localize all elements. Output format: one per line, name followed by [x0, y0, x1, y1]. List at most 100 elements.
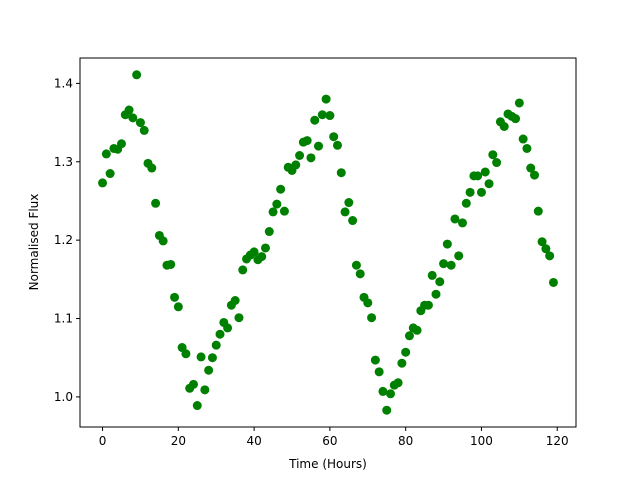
data-point — [351, 260, 361, 270]
plot-frame — [79, 57, 577, 428]
data-point — [101, 149, 111, 159]
data-point — [427, 270, 437, 280]
data-point — [412, 325, 422, 335]
data-point — [518, 134, 528, 144]
data-point — [147, 163, 157, 173]
data-point — [321, 94, 331, 104]
data-point — [370, 355, 380, 365]
data-point — [238, 265, 248, 275]
data-point — [401, 347, 411, 357]
data-point — [151, 198, 161, 208]
data-point — [207, 353, 217, 363]
x-tick-label: 80 — [398, 434, 413, 448]
data-point — [382, 405, 392, 415]
x-tick-label: 40 — [246, 434, 261, 448]
data-point — [306, 153, 316, 163]
x-tick-label: 0 — [99, 434, 107, 448]
x-tick-label: 20 — [171, 434, 186, 448]
data-point — [317, 110, 327, 120]
data-point — [302, 136, 312, 146]
data-point — [135, 118, 145, 128]
data-point — [279, 206, 289, 216]
data-point — [260, 243, 270, 253]
data-point — [386, 389, 396, 399]
data-point — [166, 259, 176, 269]
data-point — [439, 259, 449, 269]
data-point — [355, 269, 365, 279]
data-point — [423, 300, 433, 310]
x-tick-label: 60 — [322, 434, 337, 448]
x-tick-label: 100 — [470, 434, 493, 448]
data-point — [314, 141, 324, 151]
data-point — [329, 132, 339, 142]
data-point — [139, 125, 149, 135]
data-point — [215, 329, 225, 339]
data-point — [170, 292, 180, 302]
data-point — [173, 302, 183, 312]
x-axis-label: Time (Hours) — [288, 457, 367, 471]
data-point — [442, 239, 452, 249]
data-point — [397, 358, 407, 368]
data-point — [310, 115, 320, 125]
data-point — [98, 178, 108, 188]
data-point — [431, 289, 441, 299]
data-point — [476, 187, 486, 197]
data-point — [272, 199, 282, 209]
data-point — [492, 158, 502, 168]
data-point — [480, 167, 490, 177]
data-point — [458, 218, 468, 228]
data-point — [522, 143, 532, 153]
data-point — [465, 187, 475, 197]
data-point — [461, 198, 471, 208]
data-point — [446, 260, 456, 270]
data-point — [295, 151, 305, 161]
data-point — [128, 113, 138, 123]
data-point — [105, 169, 115, 179]
data-point — [264, 227, 274, 237]
data-point — [514, 98, 524, 108]
data-point — [548, 277, 558, 287]
data-point — [499, 122, 509, 132]
data-point — [374, 367, 384, 377]
data-point — [340, 207, 350, 217]
data-point — [530, 170, 540, 180]
data-point — [276, 184, 286, 194]
data-point — [367, 313, 377, 323]
data-point — [223, 323, 233, 333]
data-point — [192, 401, 202, 411]
data-point — [291, 160, 301, 170]
data-point — [454, 251, 464, 261]
y-axis-label: Normalised Flux — [27, 194, 41, 291]
data-point — [211, 340, 221, 350]
data-point — [511, 114, 521, 124]
data-point — [533, 206, 543, 216]
data-point — [124, 105, 134, 115]
data-point — [378, 386, 388, 396]
data-point — [158, 236, 168, 246]
data-point — [348, 216, 358, 226]
x-tick-label: 120 — [546, 434, 569, 448]
data-point — [332, 140, 342, 150]
data-point — [325, 111, 335, 121]
data-point — [484, 179, 494, 189]
data-point — [116, 139, 126, 149]
data-point — [526, 163, 536, 173]
data-point — [545, 251, 555, 261]
data-point — [404, 331, 414, 341]
data-point — [450, 214, 460, 224]
data-point — [196, 352, 206, 362]
data-point — [132, 70, 142, 80]
data-point — [393, 378, 403, 388]
data-point — [204, 365, 214, 375]
data-point — [363, 298, 373, 308]
y-tick-label: 1.4 — [54, 76, 73, 90]
data-point — [268, 207, 278, 217]
data-point — [230, 295, 240, 305]
data-point — [473, 171, 483, 181]
data-point — [488, 150, 498, 160]
data-point — [188, 379, 198, 389]
data-point — [435, 277, 445, 287]
data-point — [234, 313, 244, 323]
data-point — [344, 198, 354, 208]
